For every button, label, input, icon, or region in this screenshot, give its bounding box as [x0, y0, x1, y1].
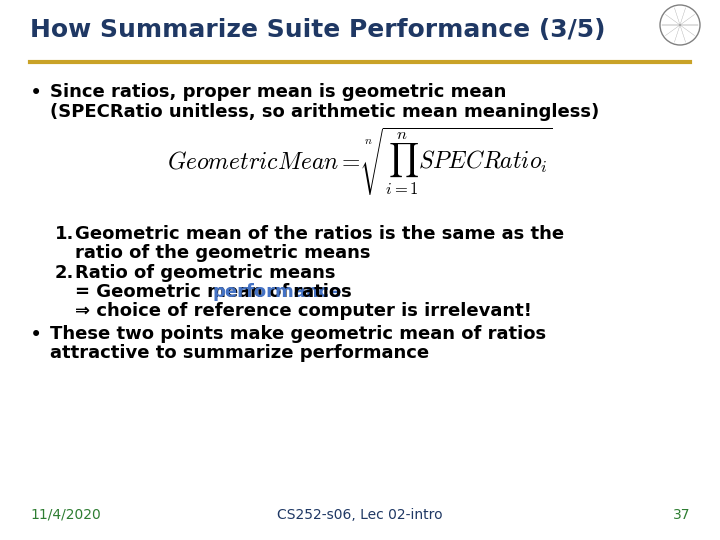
- Text: performance: performance: [212, 283, 341, 301]
- Text: Geometric mean of the ratios is the same as the: Geometric mean of the ratios is the same…: [75, 225, 564, 243]
- Text: 1.: 1.: [55, 225, 74, 243]
- Text: (SPECRatio unitless, so arithmetic mean meaningless): (SPECRatio unitless, so arithmetic mean …: [50, 103, 599, 121]
- Text: ratios: ratios: [287, 283, 352, 301]
- Text: ratio of the geometric means: ratio of the geometric means: [75, 244, 371, 262]
- Text: 11/4/2020: 11/4/2020: [30, 508, 101, 522]
- Text: CS252-s06, Lec 02-intro: CS252-s06, Lec 02-intro: [277, 508, 443, 522]
- Text: Since ratios, proper mean is geometric mean: Since ratios, proper mean is geometric m…: [50, 83, 506, 101]
- Text: •: •: [30, 325, 42, 345]
- Text: 37: 37: [672, 508, 690, 522]
- Text: ⇒ choice of reference computer is irrelevant!: ⇒ choice of reference computer is irrele…: [75, 302, 532, 320]
- Text: •: •: [30, 83, 42, 103]
- Text: $\mathit{GeometricMean} = \sqrt[n]{\prod_{i=1}^{n} \mathit{SPECRatio}_i}$: $\mathit{GeometricMean} = \sqrt[n]{\prod…: [167, 126, 553, 198]
- Text: Ratio of geometric means: Ratio of geometric means: [75, 264, 336, 282]
- Text: attractive to summarize performance: attractive to summarize performance: [50, 344, 429, 362]
- Text: These two points make geometric mean of ratios: These two points make geometric mean of …: [50, 325, 546, 343]
- Text: 2.: 2.: [55, 264, 74, 282]
- Text: How Summarize Suite Performance (3/5): How Summarize Suite Performance (3/5): [30, 18, 606, 42]
- Text: = Geometric mean of: = Geometric mean of: [75, 283, 295, 301]
